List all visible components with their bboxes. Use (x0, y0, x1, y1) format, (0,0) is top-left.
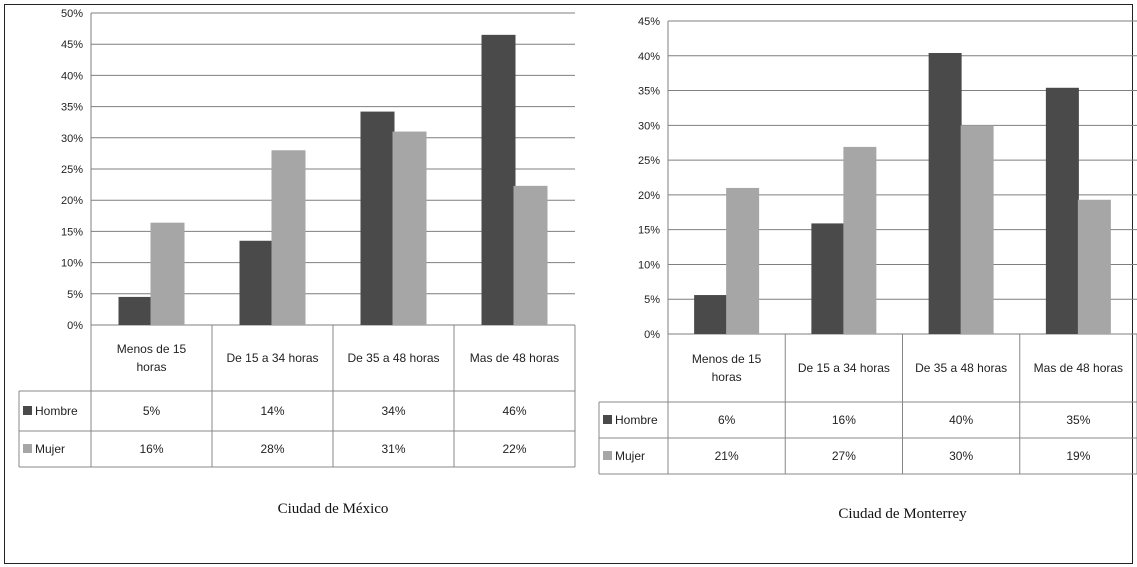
y-tick-label: 30% (61, 133, 83, 145)
y-tick-label: 40% (638, 51, 660, 63)
x-tick-label: Mas de 48 horas (1034, 361, 1123, 375)
legend-key-hombre (603, 415, 612, 424)
bar-mujer-1 (843, 146, 877, 334)
y-tick-label: 10% (638, 259, 660, 271)
chart-ciudad-de-mexico: 0% 5% 10% 15% 20% 25% 30% 35% 40% 45% 50% Menos de … (18, 8, 576, 517)
y-tick-label: 5% (67, 289, 83, 301)
y-tick-label: 15% (61, 226, 83, 238)
bar-mujer-2 (960, 125, 994, 334)
bar-mujer-3 (513, 185, 548, 325)
y-tick-label: 35% (61, 102, 83, 114)
bar-mujer-0 (150, 222, 185, 325)
bar-hombre-1 (239, 240, 274, 325)
y-tick-label: 25% (61, 164, 83, 176)
legend-label: Hombre (615, 413, 658, 427)
data-label: 22% (502, 442, 526, 456)
y-tick-label: 20% (638, 190, 660, 202)
data-label: 30% (949, 449, 973, 463)
x-tick-label: Mas de 48 horas (470, 351, 559, 365)
data-label: 28% (260, 442, 284, 456)
legend-label: Hombre (35, 404, 78, 418)
data-label: 40% (949, 413, 973, 427)
y-tick-label: 0% (67, 320, 83, 332)
data-label: 34% (381, 404, 405, 418)
y-tick-label: 20% (61, 195, 83, 207)
bar-hombre-3 (1045, 87, 1079, 334)
bar-hombre-3 (481, 34, 516, 326)
data-label: 46% (502, 404, 526, 418)
bar-hombre-2 (928, 52, 962, 335)
y-tick-label: 50% (61, 8, 83, 20)
bar-mujer-1 (271, 150, 306, 325)
legend-key-mujer (23, 444, 32, 453)
chart-title: Ciudad de México (278, 501, 389, 517)
y-tick-label: 10% (61, 258, 83, 270)
y-tick-label: 35% (638, 86, 660, 98)
data-label: 31% (381, 442, 405, 456)
bar-hombre-2 (360, 111, 395, 325)
legend-key-mujer (603, 451, 612, 460)
legend-label: Mujer (35, 442, 65, 456)
bar-mujer-3 (1077, 199, 1111, 334)
data-label: 5% (143, 404, 161, 418)
figure-frame: 0% 5% 10% 15% 20% 25% 30% 35% 40% 45% 50% Menos de … (4, 4, 1137, 564)
x-tick-label: Menos de 15 (117, 342, 187, 356)
bar-hombre-0 (694, 295, 728, 334)
y-tick-label: 25% (638, 155, 660, 167)
y-tick-label: 15% (638, 225, 660, 237)
x-tick-label: horas (712, 370, 742, 384)
legend-label: Mujer (615, 449, 645, 463)
data-label: 16% (832, 413, 856, 427)
y-tick-label: 40% (61, 70, 83, 82)
bar-hombre-1 (811, 223, 845, 334)
y-tick-label: 45% (638, 16, 660, 28)
x-tick-label: horas (136, 360, 166, 374)
data-label: 19% (1066, 449, 1090, 463)
data-label: 21% (715, 449, 739, 463)
x-tick-label: De 35 a 48 horas (915, 361, 1007, 375)
x-tick-label: De 15 a 34 horas (798, 361, 890, 375)
y-tick-label: 45% (61, 39, 83, 51)
y-tick-label: 5% (644, 294, 660, 306)
x-tick-label: De 35 a 48 horas (347, 351, 439, 365)
y-tick-label: 0% (644, 329, 660, 341)
x-tick-label: Menos de 15 (692, 352, 762, 366)
y-tick-label: 30% (638, 120, 660, 132)
chart-ciudad-de-monterrey: 0% 5% 10% 15% 20% 25% 30% 35% 40% 45% Menos de 15 h… (598, 16, 1137, 522)
chart-title: Ciudad de Monterrey (838, 506, 967, 522)
bar-mujer-2 (392, 131, 427, 325)
data-label: 6% (718, 413, 736, 427)
bar-mujer-0 (726, 187, 760, 334)
data-label: 16% (139, 442, 163, 456)
data-label: 27% (832, 449, 856, 463)
legend-key-hombre (23, 406, 32, 415)
x-tick-label: De 15 a 34 horas (226, 351, 318, 365)
data-label: 14% (260, 404, 284, 418)
data-label: 35% (1066, 413, 1090, 427)
bar-hombre-0 (118, 296, 153, 325)
